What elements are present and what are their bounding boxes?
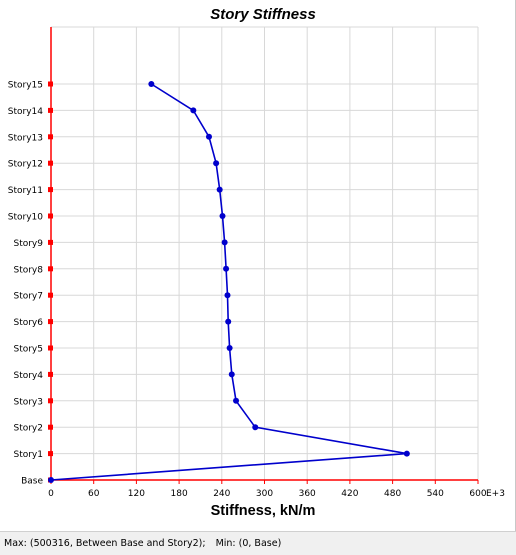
data-point xyxy=(224,292,231,299)
story-level-marker xyxy=(48,345,53,351)
story-level-marker xyxy=(48,371,53,377)
x-axis-label: Stiffness, kN/m xyxy=(211,503,316,519)
data-point xyxy=(403,450,410,457)
x-tick-label: 240 xyxy=(213,489,230,499)
grid xyxy=(51,26,479,480)
story-stiffness-chart: 0 60 120 180 240 300 360 420 480 540 600 Base Story1… xyxy=(8,6,505,519)
data-point xyxy=(225,318,232,325)
y-tick-label: Story13 xyxy=(8,133,43,143)
story-level-marker xyxy=(48,292,53,298)
y-tick-label: Story6 xyxy=(13,318,43,328)
x-tick-label: 480 xyxy=(384,489,401,499)
y-tick-label: Story3 xyxy=(13,397,43,407)
story-level-marker xyxy=(48,107,53,113)
data-point xyxy=(233,397,240,404)
story-level-marker xyxy=(48,160,53,166)
x-tick-label: 540 xyxy=(427,489,444,499)
y-tick-label: Story9 xyxy=(13,239,43,249)
x-tick-label: 300 xyxy=(256,489,273,499)
data-point xyxy=(228,371,235,378)
story-level-marker xyxy=(48,134,53,140)
y-tick-label: Story12 xyxy=(8,160,43,170)
data-point xyxy=(148,81,155,87)
y-tick-label: Story5 xyxy=(13,345,43,355)
chart-title: Story Stiffness xyxy=(210,6,316,23)
y-tick-label: Story10 xyxy=(8,213,44,223)
y-tick-label: Story7 xyxy=(13,292,43,302)
data-point xyxy=(213,160,220,167)
y-tick-label: Story2 xyxy=(13,424,43,434)
data-point xyxy=(190,107,197,114)
story-level-marker xyxy=(48,187,53,193)
story-level-marker xyxy=(48,451,53,457)
x-tick-label: 60 xyxy=(88,489,100,499)
data-point xyxy=(219,213,226,219)
status-min: Min: (0, Base) xyxy=(215,538,282,549)
story-level-marker xyxy=(48,398,53,404)
story-level-marker xyxy=(48,424,53,430)
status-bar: Max: (500316, Between Base and Story2); … xyxy=(0,531,516,555)
y-tick-label: Story11 xyxy=(8,186,43,196)
y-tick-label: Story8 xyxy=(13,265,43,275)
x-tick-label: 600 xyxy=(469,489,486,499)
story-level-marker xyxy=(48,81,53,87)
x-axis-unit-suffix: E+3 xyxy=(486,489,505,499)
data-point xyxy=(216,186,223,193)
data-point xyxy=(221,239,228,246)
y-tick-label: Base xyxy=(21,477,43,487)
x-tick-label: 0 xyxy=(48,489,54,499)
data-point xyxy=(226,345,233,351)
chart-window: 0 60 120 180 240 300 360 420 480 540 600 Base Story1… xyxy=(0,0,516,531)
x-tick-label: 120 xyxy=(128,489,145,499)
data-point xyxy=(205,133,212,140)
y-tick-label: Story4 xyxy=(13,371,43,381)
tick-labels: 0 60 120 180 240 300 360 420 480 540 600 Base Story1… xyxy=(8,81,487,500)
stiffness-line xyxy=(50,83,407,481)
data-point xyxy=(48,477,54,483)
status-max: Max: (500316, Between Base and Story2); xyxy=(4,538,206,549)
story-level-marker xyxy=(48,319,53,325)
x-tick-label: 360 xyxy=(299,489,316,499)
data-point xyxy=(252,424,259,431)
y-tick-label: Story14 xyxy=(8,107,44,117)
x-tick-label: 420 xyxy=(341,489,358,499)
story-level-marker xyxy=(48,213,53,219)
data-point xyxy=(223,265,230,272)
y-tick-label: Story1 xyxy=(13,450,43,460)
series-line xyxy=(48,81,410,483)
x-tick-label: 180 xyxy=(171,489,188,499)
story-level-marker xyxy=(48,266,53,272)
axes xyxy=(50,27,479,484)
story-level-marker xyxy=(48,239,53,245)
y-tick-label: Story15 xyxy=(8,81,43,91)
